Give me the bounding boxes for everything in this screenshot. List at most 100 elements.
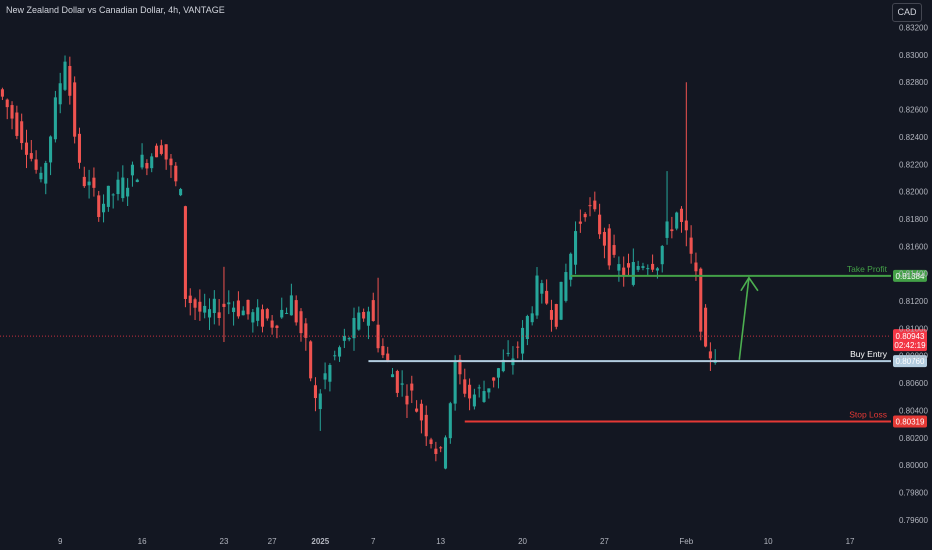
candle-body <box>626 263 631 268</box>
candle-body <box>193 299 197 308</box>
candle-body <box>188 295 192 303</box>
y-tick-label: 0.79800 <box>899 488 928 497</box>
candle-body <box>352 317 356 339</box>
x-tick-label: 2025 <box>311 537 329 546</box>
candle-body <box>232 307 236 313</box>
candle-body <box>400 383 404 385</box>
candle-body <box>289 295 293 316</box>
y-tick-label: 0.81400 <box>899 270 928 279</box>
candle-body <box>309 341 313 379</box>
buy-entry-price-text: 0.80760 <box>896 357 925 366</box>
candle-body <box>516 346 520 348</box>
candle-body <box>453 361 457 404</box>
y-tick-label: 0.80400 <box>899 406 928 415</box>
x-tick-label: 9 <box>58 537 63 546</box>
candle-body <box>564 272 568 301</box>
y-tick-label: 0.79600 <box>899 516 928 525</box>
candle-body <box>174 165 178 182</box>
candle-body <box>318 393 322 410</box>
x-tick-label: 16 <box>138 537 147 546</box>
y-tick-label: 0.82200 <box>899 160 928 169</box>
candle-body <box>130 164 134 176</box>
candle-body <box>270 320 274 328</box>
take-profit-price-text: 0.81384 <box>896 272 925 281</box>
candle-body <box>708 351 712 359</box>
candle-body <box>126 187 130 197</box>
candle-body <box>429 439 433 445</box>
chart-title: New Zealand Dollar vs Canadian Dollar, 4… <box>6 5 225 15</box>
candle-body <box>198 301 202 312</box>
candle-body <box>87 181 91 186</box>
candle-body <box>15 112 19 136</box>
candle-body <box>20 121 24 144</box>
candle-body <box>222 303 226 307</box>
candle-body <box>150 156 154 169</box>
candle-body <box>622 267 626 277</box>
candle-body <box>655 268 659 271</box>
candle-body <box>366 311 370 326</box>
take-profit-price-tag <box>893 269 927 282</box>
x-tick-label: 20 <box>518 537 527 546</box>
buy-entry-label: Buy Entry <box>850 349 888 359</box>
candle-body <box>285 312 289 314</box>
candle-body <box>102 203 106 213</box>
x-tick-label: 27 <box>600 537 609 546</box>
y-tick-label: 0.82000 <box>899 188 928 197</box>
candle-body <box>641 266 645 268</box>
candle-body <box>665 221 669 238</box>
candle-body <box>92 177 96 188</box>
candle-body <box>386 353 390 361</box>
candle-body <box>607 228 611 266</box>
candle-body <box>492 377 496 381</box>
candle-body <box>304 323 308 338</box>
candle-body <box>689 237 693 254</box>
candle-body <box>179 189 183 196</box>
buy-entry-price-tag <box>893 355 927 368</box>
currency-button[interactable]: CAD <box>892 3 922 22</box>
x-tick-label: 10 <box>764 537 773 546</box>
target-arrow-head <box>740 276 759 292</box>
candle-body <box>10 105 14 119</box>
candle-body <box>0 89 4 97</box>
candle-body <box>530 313 534 323</box>
candle-body <box>299 311 303 334</box>
stop-loss-label: Stop Loss <box>849 409 887 419</box>
candles <box>0 55 717 470</box>
candle-body <box>29 153 33 159</box>
candle-body <box>617 264 621 271</box>
candle-body <box>569 253 573 280</box>
candle-body <box>578 221 582 224</box>
candle-body <box>135 179 139 182</box>
candle-body <box>106 185 110 207</box>
candle-body <box>395 370 399 393</box>
y-tick-label: 0.80200 <box>899 434 928 443</box>
candle-body <box>164 144 168 160</box>
candle-body <box>159 145 163 154</box>
candle-body <box>44 162 48 184</box>
price-axis[interactable]: 0.83200 0.83000 0.82800 0.82600 0.82400 0.822… <box>899 24 928 525</box>
candle-body <box>679 208 684 222</box>
candle-body <box>602 231 606 246</box>
candle-body <box>357 312 361 330</box>
candle-body <box>415 408 419 412</box>
time-axis[interactable]: 9 16 23 27 2025 7 13 20 27 Feb 10 17 <box>58 537 855 546</box>
candle-body <box>63 61 67 90</box>
candle-body <box>684 220 688 231</box>
candle-body <box>5 99 9 108</box>
candle-body <box>49 136 53 163</box>
y-tick-label: 0.81800 <box>899 215 928 224</box>
stop-loss-price-tag <box>893 415 927 428</box>
countdown-text: 02:42:19 <box>894 341 926 350</box>
candle-body <box>323 373 327 380</box>
candle-body <box>58 83 62 105</box>
candle-body <box>612 245 616 255</box>
candle-body <box>381 346 385 356</box>
candle-body <box>545 290 549 304</box>
y-tick-label: 0.82800 <box>899 78 928 87</box>
candle-body <box>256 307 260 321</box>
candle-body <box>540 283 544 294</box>
candle-body <box>694 262 698 272</box>
y-tick-label: 0.82600 <box>899 106 928 115</box>
candle-body <box>472 394 476 407</box>
